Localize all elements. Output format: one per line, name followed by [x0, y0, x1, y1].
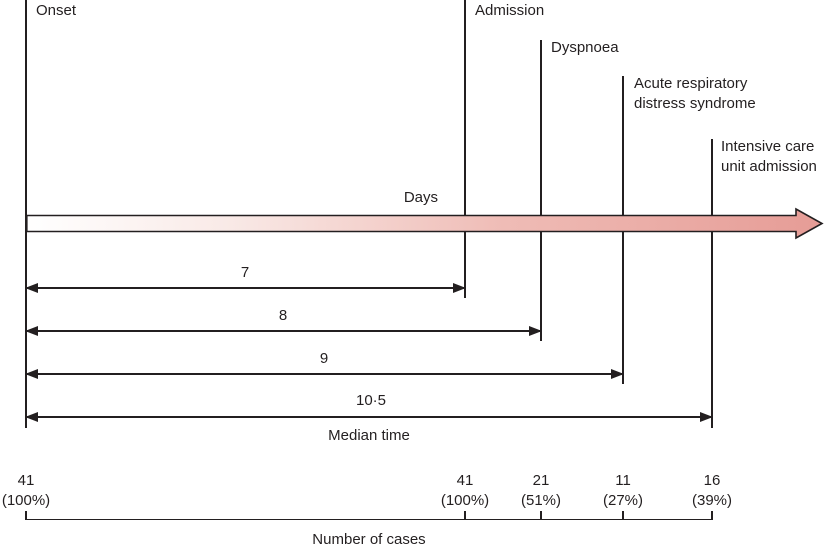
- median-arrow-dyspnoea: [25, 326, 542, 337]
- event-label-icu: Intensive care unit admission: [721, 137, 817, 177]
- case-stat-admission: 41 (100%): [441, 471, 489, 511]
- case-count: 41: [17, 472, 35, 489]
- event-line-dyspnoea: [540, 40, 542, 341]
- median-value-admission: 7: [240, 264, 250, 281]
- case-percent: (51%): [520, 492, 562, 509]
- left-arrowhead-icon: [25, 326, 38, 337]
- median-arrow-ards: [25, 369, 624, 380]
- bracket-tick-admission: [464, 511, 466, 520]
- case-count: 16: [703, 472, 721, 489]
- left-arrowhead-icon: [25, 369, 38, 380]
- case-stat-dyspnoea: 21 (51%): [521, 471, 561, 511]
- event-label-ards: Acute respiratory distress syndrome: [634, 74, 756, 114]
- case-percent: (100%): [440, 492, 490, 509]
- event-label-ards-line2: distress syndrome: [634, 95, 756, 112]
- event-label-ards-line1: Acute respiratory: [634, 75, 748, 92]
- case-percent: (100%): [1, 492, 51, 509]
- case-percent: (39%): [691, 492, 733, 509]
- right-arrowhead-icon: [529, 326, 542, 337]
- right-arrowhead-icon: [453, 283, 466, 294]
- right-arrowhead-icon: [611, 369, 624, 380]
- right-arrow-shape: [26, 207, 824, 240]
- event-label-dyspnoea: Dyspnoea: [551, 39, 619, 56]
- left-arrowhead-icon: [25, 412, 38, 423]
- right-arrowhead-icon: [700, 412, 713, 423]
- bracket-tick-dyspnoea: [540, 511, 542, 520]
- days-timeline-arrow: [26, 207, 824, 240]
- event-line-onset: [25, 0, 27, 428]
- event-label-admission: Admission: [475, 2, 545, 19]
- left-arrowhead-icon: [25, 283, 38, 294]
- case-stat-onset: 41 (100%): [2, 471, 50, 511]
- case-stat-icu: 16 (39%): [692, 471, 732, 511]
- median-time-label: Median time: [328, 427, 410, 444]
- bracket-tick-onset: [25, 511, 27, 520]
- median-arrow-icu: [25, 412, 713, 423]
- cases-bracket: [26, 518, 713, 521]
- median-value-icu: 10·5: [355, 392, 387, 409]
- days-axis-label: Days: [403, 189, 438, 206]
- case-count: 41: [456, 472, 474, 489]
- event-label-icu-line1: Intensive care: [721, 138, 815, 155]
- median-arrow-admission: [25, 283, 466, 294]
- case-count: 11: [615, 472, 631, 489]
- case-percent: (27%): [602, 492, 644, 509]
- median-value-ards: 9: [319, 350, 329, 367]
- event-line-icu: [711, 139, 713, 428]
- event-label-icu-line2: unit admission: [721, 158, 817, 175]
- event-label-onset: Onset: [36, 2, 77, 19]
- number-of-cases-label: Number of cases: [312, 531, 426, 547]
- event-line-admission: [464, 0, 466, 298]
- case-stat-ards: 11 (27%): [603, 471, 643, 511]
- median-value-dyspnoea: 8: [278, 307, 288, 324]
- case-count: 21: [532, 472, 550, 489]
- bracket-tick-icu: [711, 511, 713, 520]
- bracket-tick-ards: [622, 511, 624, 520]
